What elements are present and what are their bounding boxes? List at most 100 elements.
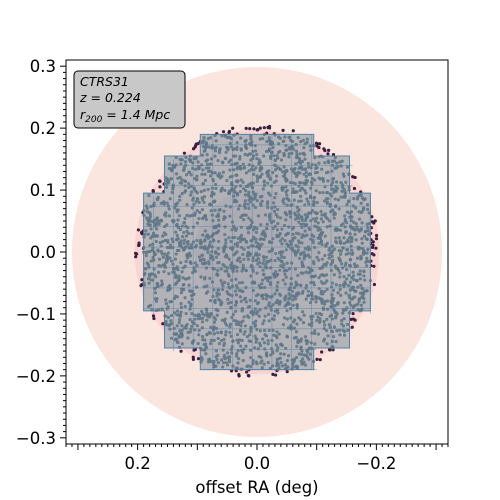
target-point xyxy=(262,154,266,158)
target-point xyxy=(210,192,215,196)
target-point xyxy=(175,265,179,269)
target-point xyxy=(235,352,239,356)
target-point xyxy=(249,327,253,331)
target-point xyxy=(168,243,173,247)
target-point xyxy=(194,285,199,289)
target-point xyxy=(334,339,338,344)
target-point xyxy=(234,179,238,183)
target-point xyxy=(267,240,272,244)
target-point xyxy=(153,287,157,291)
target-point xyxy=(192,203,196,207)
target-point xyxy=(252,127,256,131)
target-point xyxy=(191,357,196,361)
target-point xyxy=(189,173,193,177)
target-point xyxy=(156,249,160,253)
target-point xyxy=(281,265,285,269)
target-point xyxy=(249,181,253,185)
target-point xyxy=(189,327,193,332)
target-point xyxy=(254,294,259,298)
target-point xyxy=(283,177,288,181)
target-point xyxy=(171,245,175,250)
target-point xyxy=(188,254,193,258)
target-point xyxy=(176,218,180,222)
target-point xyxy=(133,251,138,255)
target-point xyxy=(180,324,184,328)
target-point xyxy=(287,135,291,139)
target-point xyxy=(359,228,363,232)
target-point xyxy=(230,294,234,298)
target-point xyxy=(179,305,183,309)
target-point xyxy=(205,308,209,312)
target-point xyxy=(358,272,362,277)
target-point xyxy=(319,239,323,243)
target-point xyxy=(320,257,324,261)
target-point xyxy=(139,284,143,288)
target-point xyxy=(164,298,168,302)
target-point xyxy=(363,197,367,201)
target-point xyxy=(323,234,327,238)
target-point xyxy=(276,150,281,155)
target-point xyxy=(289,307,293,311)
target-point xyxy=(295,365,300,369)
target-point xyxy=(352,277,356,282)
target-point xyxy=(275,330,279,334)
target-point xyxy=(190,166,195,170)
target-point xyxy=(200,326,204,330)
target-point xyxy=(238,157,242,161)
target-point xyxy=(192,186,196,190)
target-point xyxy=(278,258,282,262)
target-point xyxy=(278,356,282,360)
target-point xyxy=(146,250,150,254)
target-point xyxy=(285,309,289,313)
target-point xyxy=(260,172,264,176)
target-point xyxy=(310,324,314,328)
target-point xyxy=(202,348,207,352)
target-point xyxy=(237,357,241,361)
target-point xyxy=(153,297,157,301)
target-point xyxy=(301,138,305,142)
target-point xyxy=(313,274,317,278)
target-point xyxy=(180,192,184,196)
target-point xyxy=(359,283,363,287)
target-point xyxy=(227,160,231,164)
target-point xyxy=(319,209,323,214)
target-point xyxy=(248,298,252,302)
target-point xyxy=(299,139,303,144)
target-point xyxy=(259,223,263,227)
target-point xyxy=(148,243,152,247)
target-point xyxy=(300,159,305,164)
target-point xyxy=(195,174,199,178)
target-point xyxy=(267,312,271,317)
target-point xyxy=(345,268,349,272)
target-point xyxy=(194,142,198,146)
target-point xyxy=(231,235,235,240)
target-point xyxy=(241,187,246,191)
target-point xyxy=(214,251,218,255)
target-point xyxy=(319,289,324,293)
target-point xyxy=(327,347,332,352)
target-point xyxy=(159,244,163,248)
target-point xyxy=(196,160,200,164)
target-point xyxy=(150,272,154,276)
target-point xyxy=(190,289,194,293)
target-point xyxy=(253,205,258,210)
target-point xyxy=(306,245,311,249)
target-point xyxy=(190,206,194,210)
target-point xyxy=(205,311,209,315)
target-point xyxy=(256,301,261,305)
target-point xyxy=(244,171,248,175)
target-point xyxy=(275,233,279,237)
target-point xyxy=(352,197,356,201)
target-point xyxy=(215,313,219,317)
target-point xyxy=(214,224,218,228)
target-point xyxy=(267,301,271,305)
target-point xyxy=(356,307,360,312)
target-point xyxy=(216,360,220,365)
target-point xyxy=(320,243,324,247)
target-point xyxy=(340,189,344,193)
target-point xyxy=(208,202,212,207)
target-point xyxy=(202,195,207,199)
target-point xyxy=(283,304,287,308)
target-point xyxy=(300,241,304,245)
